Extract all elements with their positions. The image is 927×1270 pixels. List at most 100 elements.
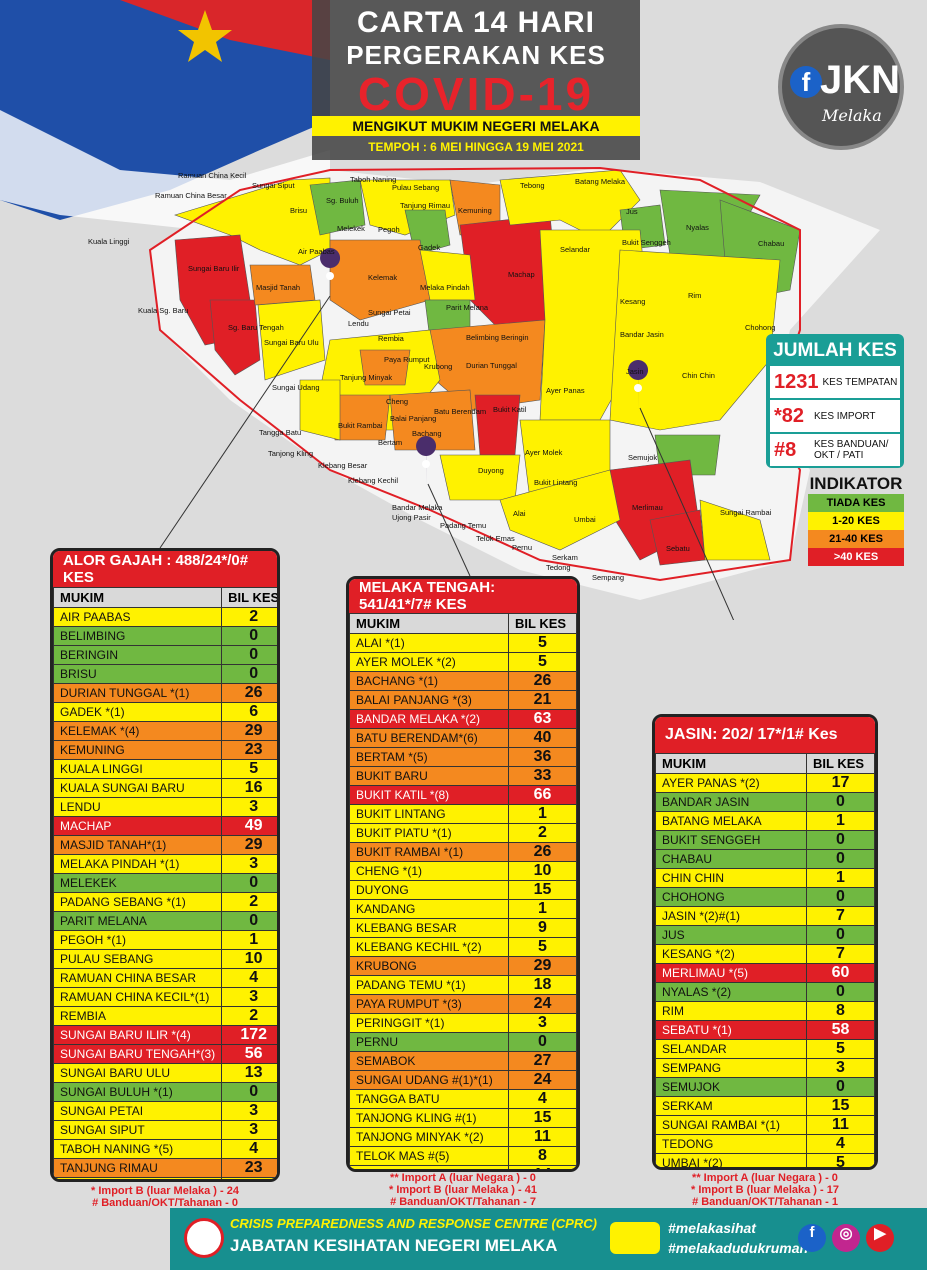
jumlah-label: KES BANDUAN/ OKT / PATI — [814, 439, 889, 461]
jumlah-row: #8 KES BANDUAN/ OKT / PATI — [770, 434, 900, 466]
col-bil-kes: BIL KES — [221, 587, 277, 608]
map-label: Machap — [508, 270, 535, 279]
bil-kes-value: 2 — [508, 823, 577, 843]
jumlah-title: JUMLAH KES — [773, 340, 897, 361]
table-row: JUS 0 — [655, 925, 875, 945]
table-row: SEMUJOK 0 — [655, 1077, 875, 1097]
bil-kes-value: 27 — [508, 1051, 577, 1071]
map-label: Sempang — [592, 573, 624, 582]
table-row: SUNGAI BARU ILIR *(4) 172 — [53, 1025, 277, 1045]
map-label: Sungai Baru Ulu — [264, 338, 319, 347]
note-line: # Banduan/OKT/Tahanan - 1 — [692, 1196, 838, 1208]
mukim-name: CHOHONG — [655, 887, 807, 907]
bil-kes-value: 4 — [508, 1089, 577, 1109]
bil-kes-value: 3 — [221, 854, 277, 874]
table-row: TANJONG MINYAK *(2) 11 — [349, 1127, 577, 1147]
bil-kes-value: 5 — [508, 937, 577, 957]
map-label: Durian Tunggal — [466, 361, 517, 370]
mukim-name: PADANG SEBANG *(1) — [53, 892, 223, 912]
bil-kes-value: 1 — [508, 899, 577, 919]
bil-kes-value: 26 — [221, 683, 277, 703]
region-masjid-tanah — [249, 264, 316, 306]
bil-kes-value: 63 — [508, 709, 577, 729]
table-row: CHABAU 0 — [655, 849, 875, 869]
map-label: Chin Chin — [682, 371, 715, 380]
map-label: Lendu — [348, 319, 369, 328]
bil-kes-value: 24 — [508, 1070, 577, 1090]
map-label: Umbai — [574, 515, 596, 524]
map-label: Bandar Melaka — [392, 503, 443, 512]
note-line: ** Import A (luar Negara ) - 0 — [390, 1172, 536, 1184]
table-row: CHENG *(1) 10 — [349, 861, 577, 881]
table-row: BERTAM *(5) 36 — [349, 747, 577, 767]
instagram-icon[interactable]: ◎ — [832, 1224, 860, 1252]
table-row: BUKIT RAMBAI *(1) 26 — [349, 842, 577, 862]
map-label: Kemuning — [458, 206, 492, 215]
table-row: BUKIT SENGGEH 0 — [655, 830, 875, 850]
youtube-icon[interactable]: ▶ — [866, 1224, 894, 1252]
table-row: SELANDAR 5 — [655, 1039, 875, 1059]
note-line: # Banduan/OKT/Tahanan - 7 — [390, 1196, 536, 1208]
bil-kes-value: 29 — [508, 956, 577, 976]
panel-jasin: JASIN: 202/ 17*/1# Kes MUKIM BIL KES AYE… — [652, 714, 878, 1170]
facebook-icon[interactable]: f — [798, 1224, 826, 1252]
mukim-name: KANDANG — [349, 899, 509, 919]
map-label: Parit Melana — [446, 303, 489, 312]
table-row: BATU BERENDAM*(6) 40 — [349, 728, 577, 748]
mukim-name: KLEBANG KECHIL *(2) — [349, 937, 509, 957]
mukim-name: PULAU SEBANG — [53, 949, 223, 969]
bil-kes-value: 3 — [221, 1101, 277, 1121]
table-row: PAYA RUMPUT *(3) 24 — [349, 994, 577, 1014]
bil-kes-value: 0 — [221, 1082, 277, 1102]
table-row: KANDANG 1 — [349, 899, 577, 919]
mukim-name: KRUBONG — [349, 956, 509, 976]
mukim-name: PERINGGIT *(1) — [349, 1013, 509, 1033]
table-row: SUNGAI SIPUT 3 — [53, 1120, 277, 1140]
bil-kes-value: 24 — [508, 994, 577, 1014]
mukim-name: UMBAI *(2) — [655, 1153, 807, 1167]
map-label: Sungai Petai — [368, 308, 411, 317]
mukim-name: JASIN *(2)#(1) — [655, 906, 807, 926]
note-line: ** Import A (luar Negara ) - 0 — [692, 1172, 838, 1184]
region-sungai-rambai — [699, 499, 771, 561]
bil-kes-value: 29 — [221, 721, 277, 741]
map-label: Ramuan China Kecil — [178, 171, 247, 180]
map-label: Duyong — [478, 466, 504, 475]
bil-kes-value: 6 — [221, 702, 277, 722]
map-label: Klebang Kechil — [348, 476, 398, 485]
mukim-name: TANGGA BATU — [349, 1089, 509, 1109]
indikator-title: INDIKATOR — [809, 474, 903, 493]
mukim-name: RAMUAN CHINA BESAR — [53, 968, 223, 988]
map-label: Masjid Tanah — [256, 283, 300, 292]
footer: CRISIS PREPAREDNESS AND RESPONSE CENTRE … — [170, 1208, 927, 1270]
col-mukim: MUKIM — [53, 587, 223, 608]
mukim-name: PERNU — [349, 1032, 509, 1052]
table-row: SERKAM 15 — [655, 1096, 875, 1116]
bil-kes-value: 15 — [508, 880, 577, 900]
panel-title: MELAKA TENGAH: 541/41*/7# KES — [349, 579, 577, 613]
map-label: Tanjung Rimau — [400, 201, 450, 210]
map-label: Pegoh — [378, 225, 400, 234]
bil-kes-value: 11 — [806, 1115, 875, 1135]
pin-alor-gajah — [320, 248, 341, 300]
table-row: CHOHONG 0 — [655, 887, 875, 907]
bil-kes-value: 16 — [221, 778, 277, 798]
mukim-name: BATANG MELAKA — [655, 811, 807, 831]
bil-kes-value: 3 — [806, 1058, 875, 1078]
map-label: Telok Emas — [476, 534, 515, 543]
mukim-name: MACHAP — [53, 816, 223, 836]
table-row: ALAI *(1) 5 — [349, 633, 577, 653]
mukim-name: BRISU — [53, 664, 223, 684]
table-row: MELAKA PINDAH *(1) 3 — [53, 854, 277, 874]
footer-hashtag2: #melakadudukrumah — [668, 1240, 809, 1256]
bil-kes-value: 5 — [221, 759, 277, 779]
mukim-name: AYER MOLEK *(2) — [349, 652, 509, 672]
col-bil-kes: BIL KES — [806, 753, 875, 774]
mukim-name: SUNGAI BARU ULU — [53, 1063, 223, 1083]
logo-melaka: Melaka — [822, 106, 882, 125]
bil-kes-value: 23 — [221, 1158, 277, 1178]
map-label: Paya Rumput — [384, 355, 430, 364]
bil-kes-value: 66 — [508, 785, 577, 805]
table-row: SUNGAI BARU ULU 13 — [53, 1063, 277, 1083]
table-row: MACHAP 49 — [53, 816, 277, 836]
